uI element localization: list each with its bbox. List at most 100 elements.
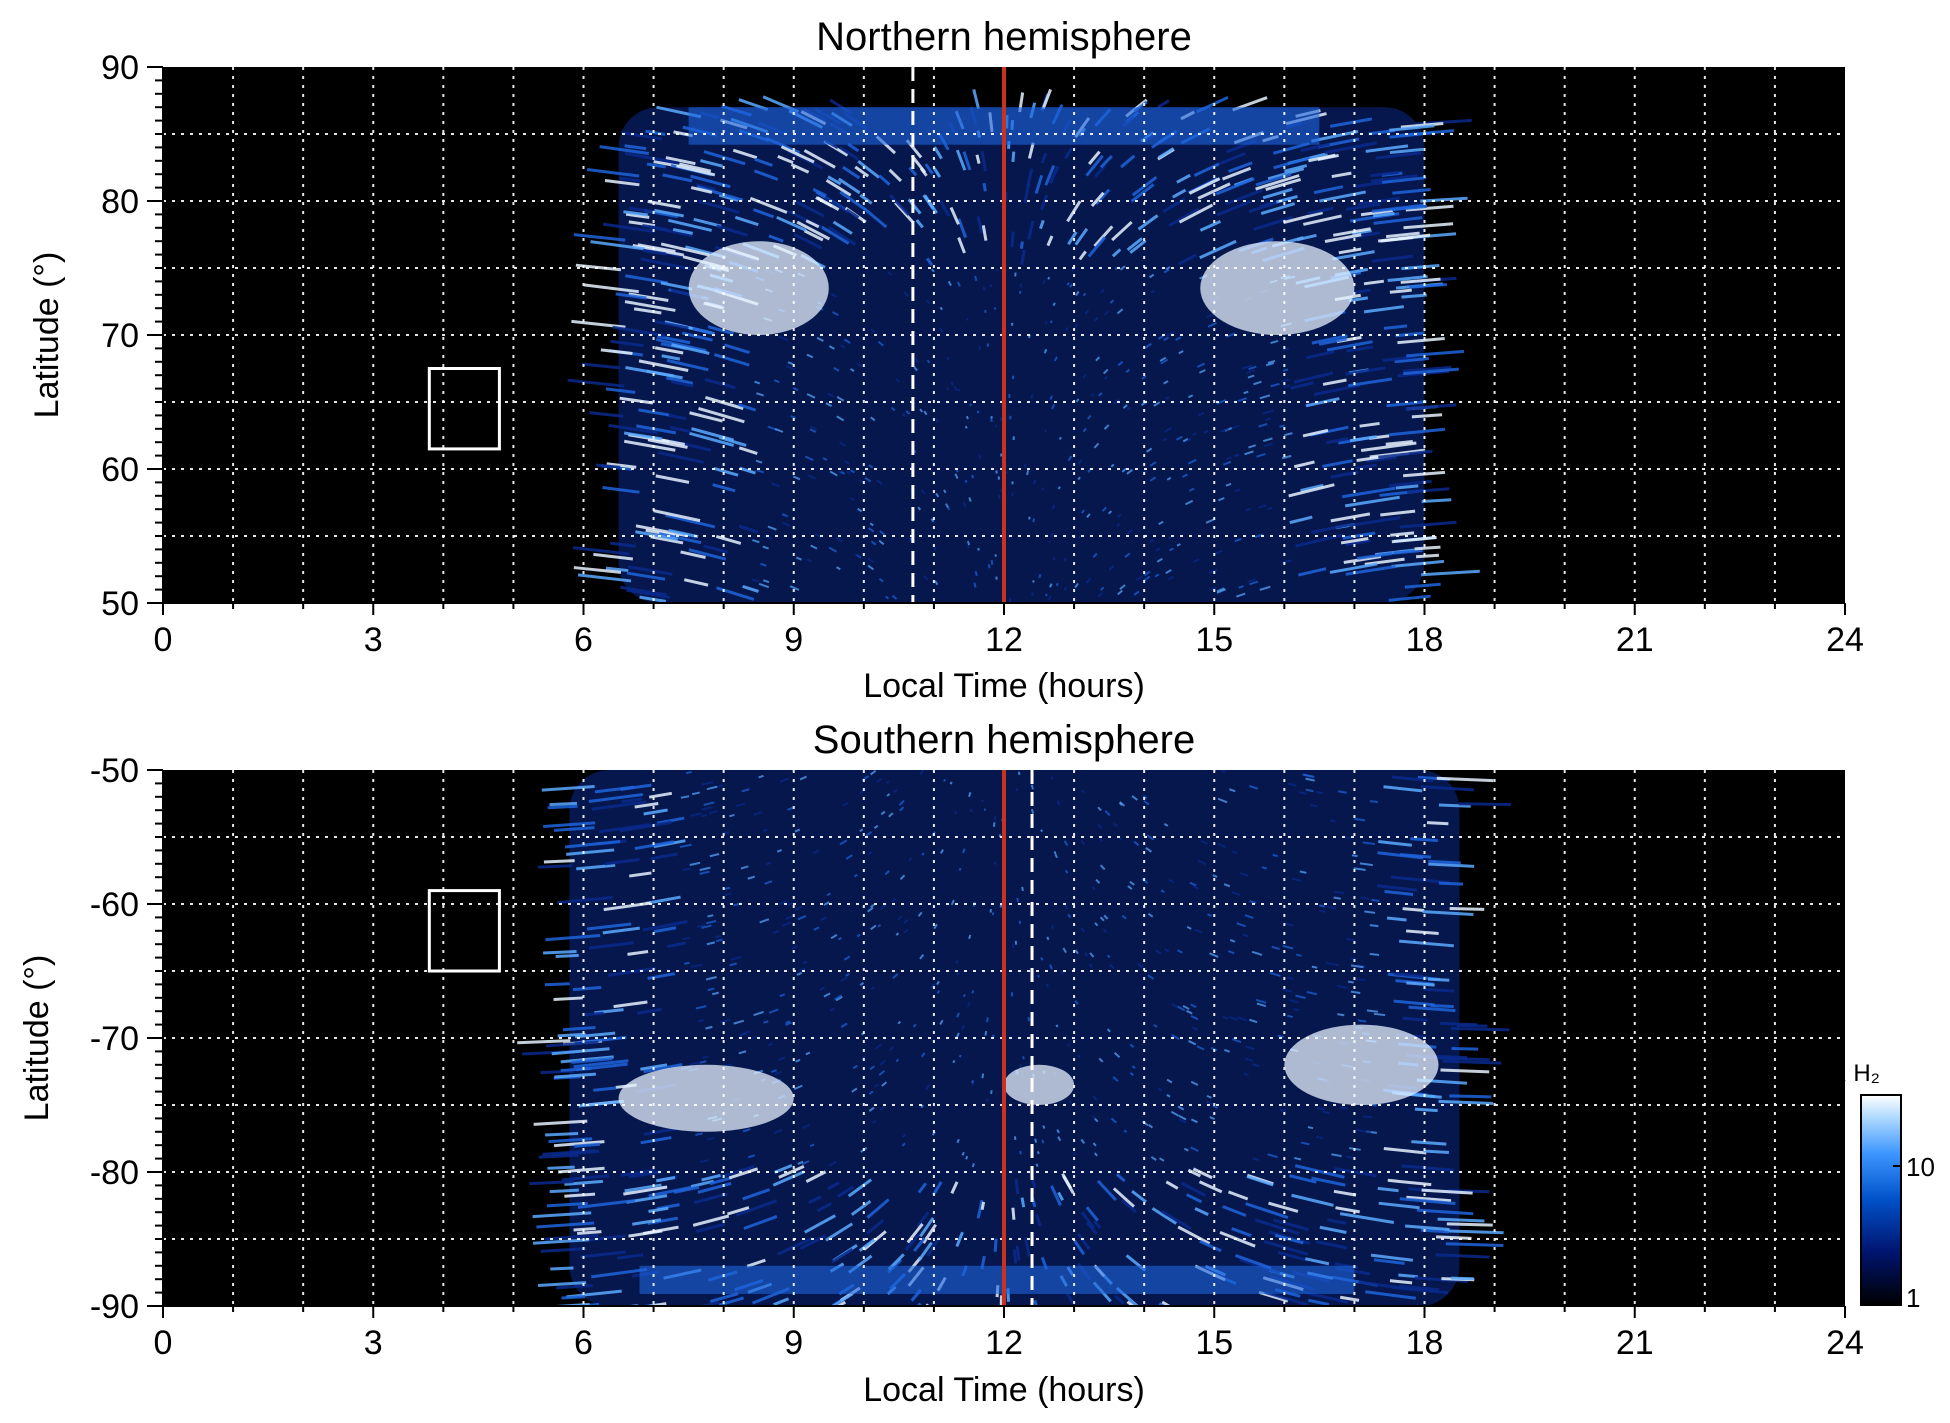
south-emission-streak [1405,1224,1450,1231]
north-emission-streak [1197,362,1206,368]
north-emission-streak [1253,215,1293,231]
north-emission-streak [945,503,949,508]
south-emission-streak [557,1032,586,1038]
south-emission-streak [540,1247,587,1253]
north-emission-streak [1100,288,1105,294]
south-emission-streak [795,905,803,911]
south-emission-streak [1085,1221,1098,1235]
south-emission-streak [839,839,848,846]
south-emission-streak [1254,1218,1300,1235]
south-emission-streak [1423,1149,1449,1154]
south-emission-streak [561,1295,586,1300]
north-emission-streak [868,464,874,469]
south-emission-streak [574,1142,601,1148]
south-emission-streak [1191,1026,1199,1031]
north-emission-streak [977,547,980,551]
south-emission-streak [1399,852,1432,859]
north-emission-streak [1290,381,1314,390]
south-emission-streak [895,1058,900,1063]
south-emission-streak [1458,802,1512,806]
north-emission-streak [1402,365,1452,373]
south-emission-streak [1131,1065,1136,1070]
south-emission-streak [785,1020,791,1025]
north-emission-streak [1069,283,1073,288]
north-emission-streak [1389,147,1424,155]
south-emission-streak [1028,1062,1032,1066]
south-emission-streak [1366,1009,1378,1013]
south-emission-streak [1110,1117,1117,1124]
north-emission-streak [1066,282,1070,286]
north-emission-streak [604,178,640,187]
south-emission-streak [1186,1009,1193,1015]
north-emission-streak [1067,455,1073,462]
north-emission-streak [1109,299,1115,304]
north-emission-streak [713,467,739,477]
south-emission-streak [764,880,773,885]
north-emission-streak [767,525,777,531]
south-y-tick-label: -60 [90,886,139,924]
south-emission-streak [1036,1151,1040,1155]
colorbar: kR H₂ 10 1 [1817,1060,1935,1313]
south-emission-streak [742,1188,771,1201]
south-emission-streak [1064,904,1069,910]
north-emission-streak [1216,200,1252,217]
south-emission-streak [921,852,925,856]
north-emission-streak [790,415,796,419]
south-emission-streak [1316,1107,1325,1111]
south-emission-streak [701,924,712,929]
south-emission-streak [1205,1100,1214,1106]
south-emission-streak [908,857,913,862]
south-emission-streak [1106,954,1111,959]
south-emission-streak [919,954,925,960]
north-emission-streak [806,558,812,563]
north-emission-streak [1078,250,1087,261]
south-emission-streak [967,1001,971,1008]
north-emission-streak [863,207,888,229]
south-emission-streak [1451,1026,1510,1032]
south-emission-streak [1293,1007,1299,1012]
south-emission-streak [1165,1180,1179,1190]
north-emission-streak [949,206,960,225]
north-emission-streak [1238,585,1244,589]
south-emission-streak [1261,866,1267,870]
north-emission-streak [623,431,662,441]
south-emission-streak [778,1164,805,1179]
south-emission-streak [1406,929,1439,935]
north-emission-streak [972,89,980,110]
south-emission-streak [835,995,843,1002]
south-emission-streak [741,788,750,793]
north-emission-streak [1087,236,1107,258]
south-emission-streak [1383,1147,1427,1155]
south-emission-streak [1451,1046,1479,1051]
south-emission-streak [582,1011,604,1017]
south-emission-streak [573,1226,596,1232]
south-emission-streak [1155,949,1162,955]
south-emission-streak [724,886,731,891]
south-emission-streak [1398,1273,1419,1279]
south-emission-streak [1104,810,1111,817]
north-emission-streak [628,206,653,213]
north-emission-streak [1169,547,1174,552]
north-emission-streak [754,157,773,167]
south-emission-streak [1112,1076,1119,1083]
north-emission-streak [1322,378,1347,386]
south-emission-streak [1286,976,1294,980]
south-emission-streak [1348,980,1354,984]
north-emission-streak [620,585,667,597]
south-emission-streak [861,1055,866,1060]
north-emission-streak [756,392,764,397]
south-emission-streak [1308,1298,1330,1306]
north-emission-streak [571,319,626,329]
south-emission-streak [564,839,621,849]
south-emission-streak [544,1233,599,1241]
north-emission-streak [1074,582,1079,589]
north-emission-streak [638,359,689,372]
south-emission-streak [1335,1206,1360,1214]
north-emission-streak [870,328,876,334]
north-emission-streak [1228,161,1253,173]
north-x-tick-label: 9 [784,621,803,659]
north-emission-streak [922,194,935,210]
south-emission-streak [1194,928,1203,934]
south-emission-streak [655,1176,676,1183]
